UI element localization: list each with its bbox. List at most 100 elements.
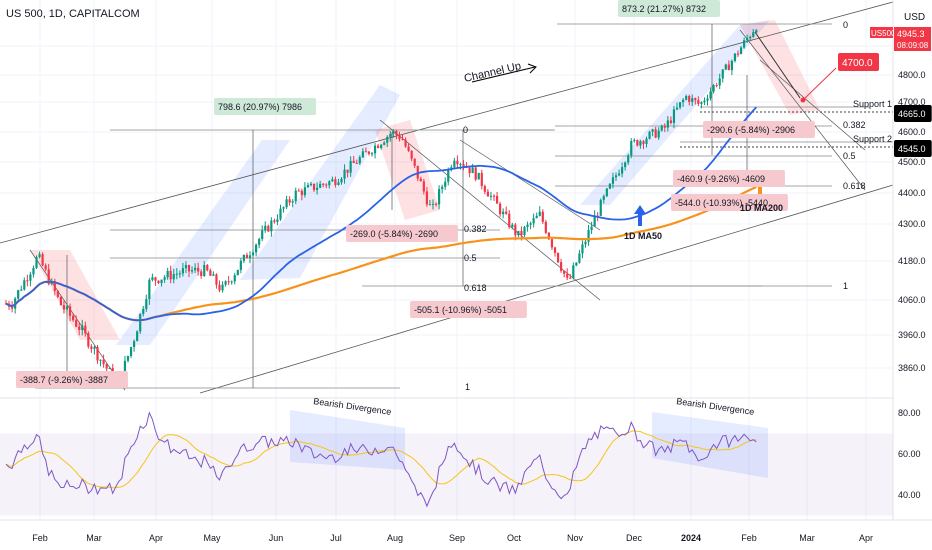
candle-body: [678, 102, 682, 108]
candle-body: [517, 230, 520, 236]
candle-body: [264, 225, 267, 231]
candle-body: [395, 130, 398, 136]
candle-body: [520, 230, 523, 236]
candle-body: [20, 289, 23, 291]
candle-body: [581, 244, 584, 254]
channel-up-arrow: [471, 66, 536, 83]
rsi-line: [5, 411, 757, 508]
fib-level-label: 0: [843, 20, 848, 30]
candle-body: [752, 32, 755, 37]
candle-body: [29, 274, 32, 281]
candle-body: [739, 47, 743, 54]
candle-body: [373, 145, 377, 154]
candle-body: [279, 208, 282, 220]
time-axis[interactable]: Feb Mar Apr May Jun Jul Aug Sep Oct Nov Dec 2024 Feb…: [32, 533, 873, 543]
candle-body: [221, 284, 224, 291]
candle-body: [236, 269, 239, 276]
candle-body: [538, 211, 541, 216]
fib-level-label: 0.618: [464, 283, 487, 293]
candle-body: [194, 267, 197, 271]
symbol-tag: [870, 27, 893, 38]
candle-body: [477, 172, 480, 180]
candle-body: [584, 241, 587, 245]
price-tick-label: 4300.0: [898, 219, 926, 229]
correction-zone: [375, 120, 440, 220]
candle-body: [108, 368, 111, 370]
rise-measure-2: 873.2 (21.27%) 8732: [622, 4, 706, 14]
candle-body: [474, 167, 477, 180]
candle-body: [602, 196, 605, 200]
price-tick-label: 4060.0: [898, 295, 926, 305]
time-tick-label: Jun: [269, 533, 284, 543]
candle-body: [218, 284, 221, 291]
chart-title: US 500, 1D, CAPITALCOM: [6, 8, 140, 20]
candle-body: [502, 211, 505, 215]
ma50-line: [5, 106, 757, 322]
candle-body: [56, 290, 59, 297]
candle-body: [276, 219, 279, 222]
candle-body: [755, 30, 758, 33]
candle-body: [404, 139, 407, 147]
bar-countdown: 08:09:08: [897, 41, 929, 50]
price-tick-label: 3960.0: [898, 330, 926, 340]
channel-lower-line: [199, 184, 893, 394]
candle-body: [163, 277, 166, 280]
candle-body: [410, 150, 413, 159]
candle-body: [459, 164, 462, 166]
drop-measure-6-bg: [671, 194, 788, 211]
candle-body: [535, 215, 538, 219]
support-1-price-tag-bg: [894, 105, 932, 122]
candle-body: [453, 160, 456, 168]
candle-body: [621, 167, 624, 174]
candle-body: [294, 190, 297, 202]
candle-body: [325, 184, 328, 186]
target-price-tag-bg: [838, 53, 879, 71]
candle-body: [651, 129, 654, 132]
candle-body: [105, 364, 108, 369]
price-tick-label: 3860.0: [898, 363, 926, 373]
drop-measure-2-bg: [346, 225, 458, 242]
candle-body: [575, 262, 578, 266]
trend-line: [739, 29, 866, 191]
fib-level-label: 1: [843, 281, 848, 291]
candle-body: [392, 130, 395, 134]
candle-body: [212, 274, 215, 276]
candle-body: [38, 254, 41, 258]
candle-body: [75, 320, 78, 327]
candle-body: [526, 224, 529, 228]
candle-body: [685, 96, 688, 100]
time-tick-label: May: [203, 533, 221, 543]
rsi-tick-label: 60.00: [898, 449, 921, 459]
candle-body: [511, 224, 514, 228]
rising-channel-zone: [116, 140, 290, 345]
candle-body: [340, 178, 343, 183]
candle-body: [148, 279, 151, 300]
price-axis[interactable]: 3860.0 3960.0 4060.0 4180.0 4300.0 4400.0 4500…: [898, 41, 926, 500]
candle-body: [230, 281, 233, 283]
candle-body: [434, 203, 438, 205]
candle-body: [483, 186, 486, 192]
candle-body: [736, 53, 740, 55]
candle-body: [563, 270, 566, 274]
candle-body: [730, 60, 733, 71]
candle-body: [181, 268, 184, 274]
candle-body: [136, 331, 139, 342]
candle-body: [355, 162, 358, 164]
candle-body: [35, 257, 38, 269]
candle-body: [560, 262, 563, 271]
candle-body: [81, 325, 84, 330]
candle-body: [215, 274, 218, 285]
candle-body: [139, 313, 142, 332]
candle-body: [550, 239, 554, 248]
drop-measure-1: -388.7 (-9.26%) -3887: [20, 375, 108, 385]
candle-body: [642, 141, 645, 144]
candle-body: [72, 315, 75, 321]
candle-body: [660, 125, 663, 131]
candle-body: [93, 347, 96, 349]
candle-body: [157, 280, 160, 284]
candle-body: [328, 181, 331, 186]
candle-body: [691, 98, 694, 102]
last-price-tag: [894, 27, 931, 51]
